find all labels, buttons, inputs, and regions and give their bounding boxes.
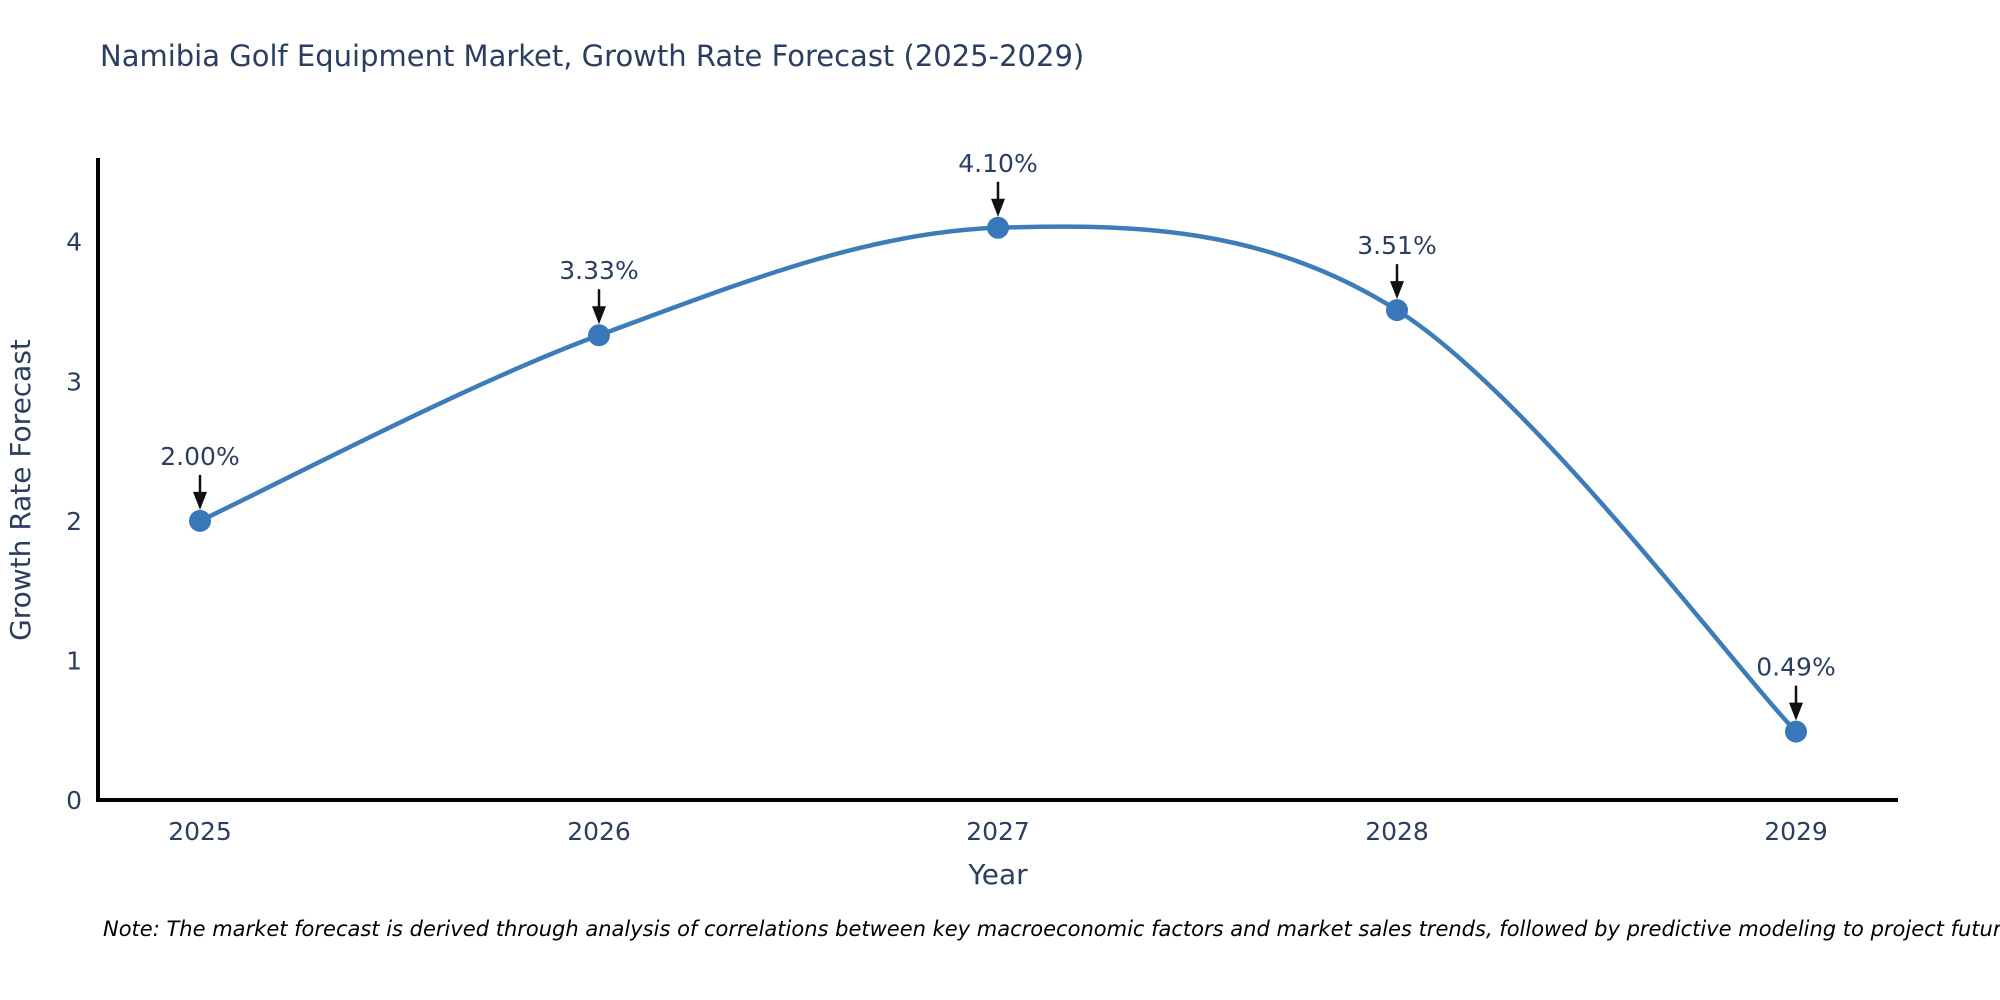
- data-point-marker: [1785, 720, 1807, 743]
- x-tick-label: 2029: [1764, 817, 1828, 846]
- annotation-arrowhead: [193, 491, 207, 510]
- annotation-arrowhead: [1789, 702, 1803, 721]
- y-tick-label: 4: [66, 228, 82, 257]
- x-tick-label: 2026: [567, 817, 631, 846]
- y-axis-title: Growth Rate Forecast: [4, 339, 37, 641]
- footnote: Note: The market forecast is derived thr…: [103, 917, 2000, 941]
- y-tick-label: 3: [66, 367, 82, 396]
- data-point-marker: [588, 324, 610, 347]
- tick-labels: 0 1 2 3 4 2025 2026 2027 2028 2029: [66, 228, 1828, 846]
- annotation-arrowhead: [1390, 281, 1404, 300]
- point-annotations: 2.00% 3.33% 4.10% 3.51% 0.49%: [160, 149, 1836, 721]
- line-series: [189, 216, 1807, 743]
- data-point-marker: [189, 509, 211, 532]
- data-point-label: 4.10%: [958, 149, 1037, 178]
- annotation-arrowhead: [991, 198, 1005, 217]
- y-tick-label: 1: [66, 646, 82, 675]
- y-tick-label: 2: [66, 507, 82, 536]
- data-point-label: 2.00%: [160, 442, 239, 471]
- data-point-marker: [1386, 299, 1408, 322]
- x-tick-label: 2025: [168, 817, 232, 846]
- x-axis-title: Year: [967, 858, 1028, 891]
- x-tick-label: 2027: [966, 817, 1030, 846]
- data-point-label: 0.49%: [1756, 653, 1835, 682]
- annotation-arrowhead: [592, 306, 606, 325]
- x-tick-label: 2028: [1365, 817, 1429, 846]
- data-point-marker: [987, 216, 1009, 239]
- forecast-line: [197, 224, 1799, 734]
- data-point-label: 3.51%: [1357, 231, 1436, 260]
- y-tick-label: 0: [66, 786, 82, 815]
- data-point-label: 3.33%: [559, 256, 638, 285]
- chart-title: Namibia Golf Equipment Market, Growth Ra…: [100, 39, 1084, 73]
